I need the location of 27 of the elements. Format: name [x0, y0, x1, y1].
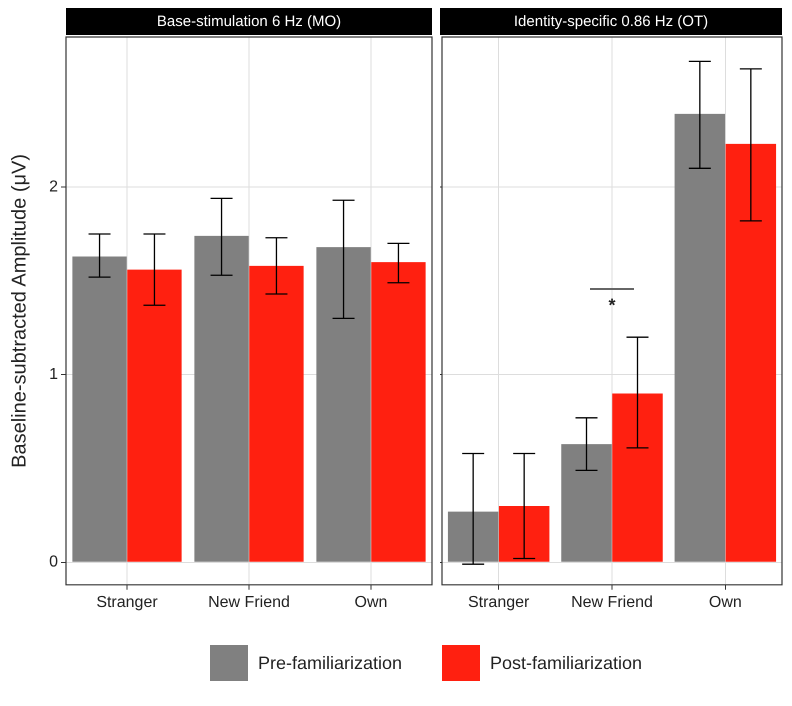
legend-label: Pre-familiarization — [258, 652, 402, 674]
x-tick-label: New Friend — [208, 594, 290, 611]
x-tick-label: Own — [354, 594, 388, 611]
bar — [316, 247, 371, 562]
chart-title: Identity-specific 0.86 Hz (OT) — [440, 8, 782, 35]
bar — [72, 256, 127, 562]
bar — [498, 506, 550, 562]
x-tick-label: Stranger — [96, 594, 158, 611]
x-tick-label: Stranger — [468, 594, 530, 611]
legend-label: Post-familiarization — [490, 652, 642, 674]
x-tick-label: New Friend — [571, 594, 653, 611]
bar — [448, 512, 498, 562]
bar — [249, 266, 304, 562]
y-axis-title: Baseline-subtracted Amplitude (μV) — [8, 154, 31, 468]
y-tick-label: 0 — [49, 554, 58, 571]
y-tick-label: 2 — [49, 178, 58, 196]
bar — [127, 270, 182, 562]
y-tick-label: 1 — [49, 366, 58, 384]
bar — [674, 114, 726, 562]
annotation: * — [608, 294, 616, 315]
x-tick-label: Own — [708, 594, 742, 611]
bar — [371, 262, 426, 562]
bar — [561, 444, 612, 562]
bar — [726, 144, 776, 562]
chart-title: Base-stimulation 6 Hz (MO) — [66, 8, 432, 35]
bar — [194, 236, 249, 562]
bar — [612, 393, 663, 562]
